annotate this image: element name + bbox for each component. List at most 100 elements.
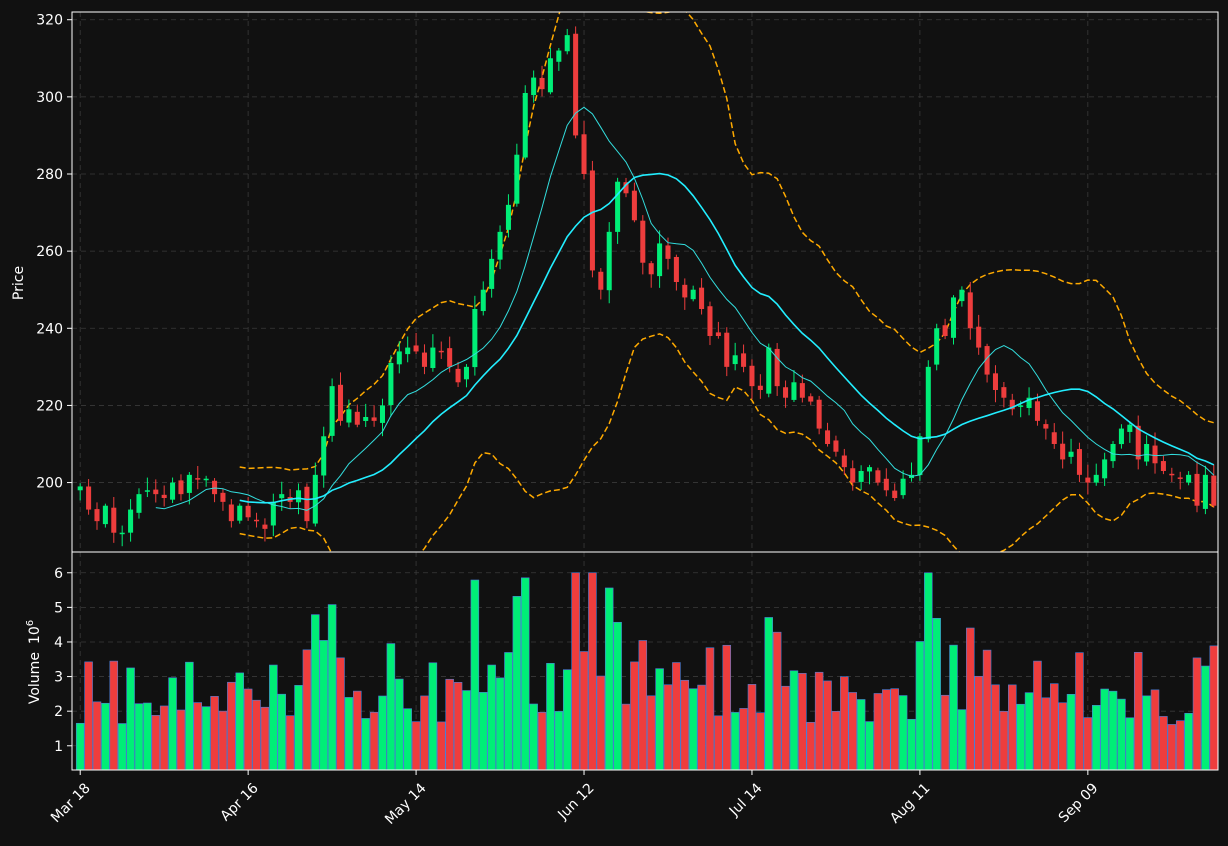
candle-body [514,154,520,204]
volume-bar [462,690,471,771]
volume-bar [285,715,295,771]
candle-body [808,396,814,402]
volume-exponent-power: 6 [25,620,36,626]
candle-body [934,328,940,365]
candle-body [967,292,973,329]
volume-bar [546,663,555,771]
volume-bar [932,617,941,771]
candle-body [480,289,486,312]
candle-body [741,353,747,367]
candle-body [270,501,276,526]
candle-body [732,355,738,365]
candle-body [623,182,629,194]
volume-bar [1201,665,1210,771]
price-tick-label: 280 [36,167,63,183]
candle-body [858,471,864,482]
candle-body [1186,474,1192,483]
candle-body [925,366,931,440]
candle-body [497,231,503,260]
volume-bar [613,621,622,771]
candle-body [1051,432,1057,444]
volume-bar [747,684,757,771]
volume-bar [1150,689,1160,771]
candle-body [564,35,570,52]
candle-body [1211,475,1217,506]
volume-bar [1117,698,1126,771]
price-tick-label: 240 [36,321,63,337]
volume-bar [1209,645,1219,771]
candle-body [388,363,394,406]
volume-bar [957,709,967,771]
candle-body [883,478,889,491]
volume-bar [840,676,849,771]
volume-bar [227,681,236,771]
candle-body [539,77,545,90]
candle-body [1169,473,1175,476]
candle-body [573,33,579,136]
volume-bar [680,679,690,771]
candle-body [128,509,134,533]
candle-body [212,480,218,495]
volume-frame [71,551,1219,771]
volume-bar [1024,692,1034,771]
candle-body [589,170,595,271]
volume-bar [487,664,496,771]
volume-bar [907,718,916,771]
volume-bar [369,711,379,771]
volume-bar [201,706,211,771]
candle-body [556,50,562,62]
candle-body [531,77,537,96]
candle-body [791,382,797,400]
candle-body [648,263,654,275]
volume-bar [395,678,404,771]
volume-bar [428,662,438,771]
volume-bar [663,684,673,771]
volume-bar [898,695,908,771]
volume-bar [159,705,169,771]
volume-bar [1091,705,1101,771]
volume-bar [1133,652,1143,771]
candle-body [707,306,713,336]
volume-bar [848,692,857,771]
volume-bar [1033,660,1042,771]
volume-bar [243,688,253,771]
volume-bar [302,649,312,771]
candle-body [1043,424,1049,429]
candle-body [682,284,688,298]
volume-bar [1192,657,1202,771]
volume-bar [579,651,589,771]
volume-bar [537,711,547,771]
volume-bar [730,712,740,771]
volume-bar [940,694,950,771]
volume-bar [966,627,975,771]
volume-tick-label: 5 [54,600,63,616]
volume-axis-label: Volume 106 [25,620,43,704]
volume-bar [277,693,286,771]
volume-bar [386,643,396,771]
candle-body [749,365,755,387]
volume-bar [445,678,454,771]
volume-bar [168,677,177,771]
volume-bar [1125,717,1135,771]
candle-body [976,326,982,348]
candle-body [690,289,696,300]
volume-bar [185,661,194,771]
volume-bar [294,685,303,771]
candle-body [774,348,780,387]
candle-body [783,387,789,398]
volume-bar [336,657,345,771]
candle-body [1085,477,1091,483]
volume-bar [705,647,715,771]
bollinger-lower-line [239,333,1215,552]
volume-tick-label: 4 [54,635,63,651]
candle-body [1093,474,1099,483]
volume-bar [1100,688,1109,771]
volume-bar [915,641,925,771]
candle-body [153,489,159,495]
candle-body [1076,449,1082,475]
candle-body [766,347,772,394]
volume-bar [126,667,135,771]
price-plot-area [72,12,1218,552]
